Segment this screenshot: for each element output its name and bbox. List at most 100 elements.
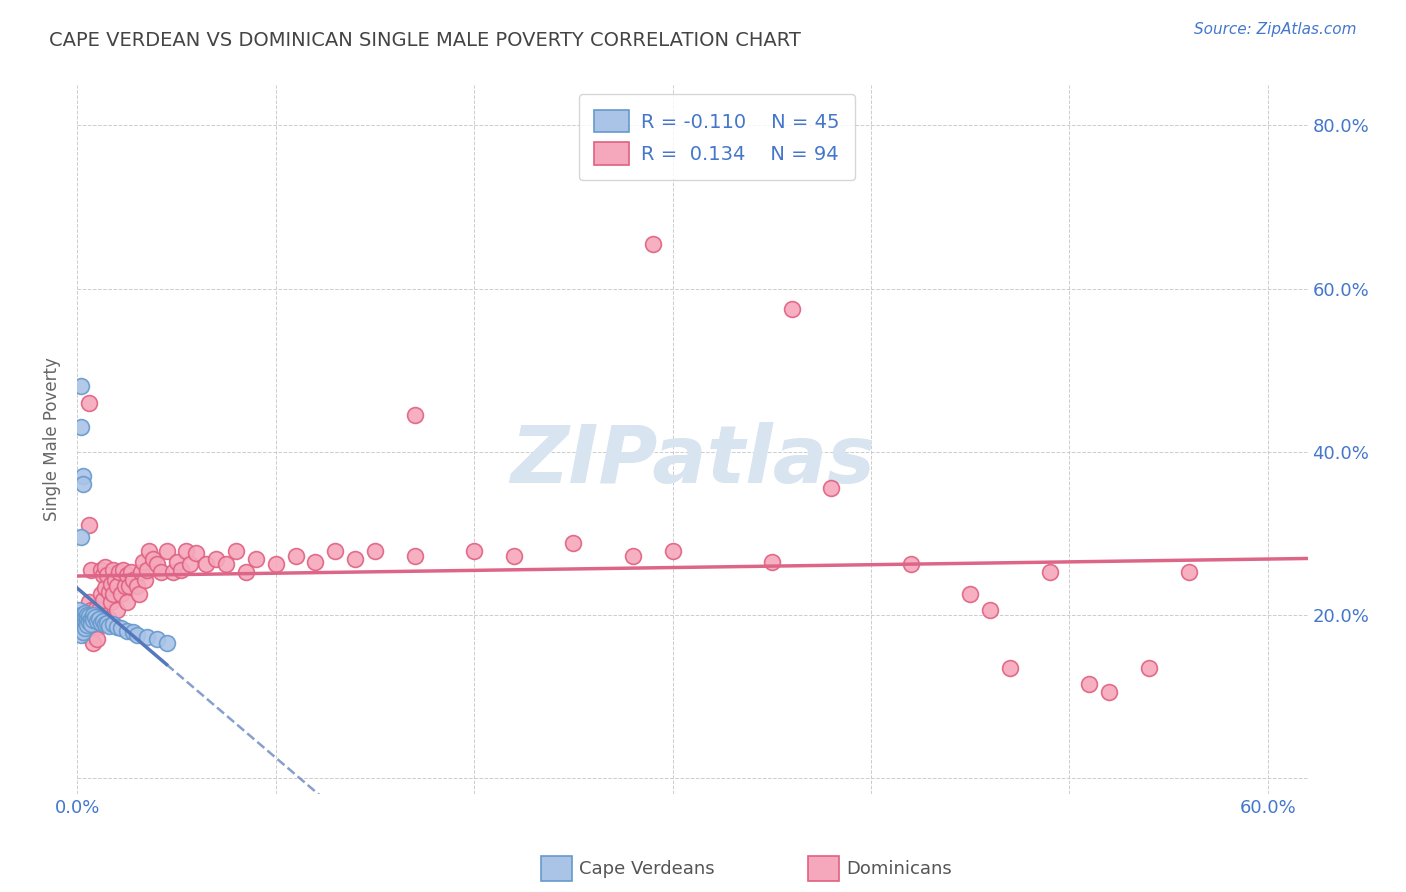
Point — [562, 536, 585, 550]
Point — [70, 622, 93, 636]
Point — [502, 549, 524, 563]
Point — [82, 612, 104, 626]
Text: Dominicans: Dominicans — [846, 860, 952, 878]
Point — [118, 579, 141, 593]
Point — [129, 565, 152, 579]
Point — [94, 560, 117, 574]
Point — [84, 603, 107, 617]
Point — [761, 555, 783, 569]
Point — [80, 617, 103, 632]
Point — [70, 530, 93, 544]
Point — [75, 606, 97, 620]
Point — [89, 603, 111, 617]
Point — [135, 563, 157, 577]
Point — [998, 660, 1021, 674]
Legend: R = -0.110    N = 45, R =  0.134    N = 94: R = -0.110 N = 45, R = 0.134 N = 94 — [579, 95, 855, 180]
Point — [120, 565, 142, 579]
Point — [75, 622, 97, 636]
Point — [86, 612, 108, 626]
Point — [70, 379, 93, 393]
Text: CAPE VERDEAN VS DOMINICAN SINGLE MALE POVERTY CORRELATION CHART: CAPE VERDEAN VS DOMINICAN SINGLE MALE PO… — [49, 31, 801, 50]
Point — [90, 615, 112, 630]
Point — [114, 579, 136, 593]
Point — [111, 563, 134, 577]
Point — [91, 568, 114, 582]
Point — [76, 607, 98, 622]
Point — [104, 574, 127, 588]
Point — [80, 563, 103, 577]
Point — [77, 595, 100, 609]
Point — [122, 625, 145, 640]
Point — [125, 628, 148, 642]
Point — [145, 632, 167, 646]
Point — [900, 557, 922, 571]
Point — [1098, 685, 1121, 699]
Text: Cape Verdeans: Cape Verdeans — [579, 860, 714, 878]
Point — [135, 631, 157, 645]
Point — [463, 544, 485, 558]
Point — [80, 612, 103, 626]
Point — [149, 565, 172, 579]
Text: ZIPatlas: ZIPatlas — [510, 422, 875, 500]
Point — [115, 568, 138, 582]
Point — [75, 611, 97, 625]
Point — [215, 557, 238, 571]
Point — [641, 236, 664, 251]
Point — [98, 584, 121, 599]
Point — [89, 612, 111, 626]
Point — [621, 549, 644, 563]
Point — [179, 557, 201, 571]
Point — [156, 544, 179, 558]
Point — [75, 615, 97, 630]
Point — [132, 555, 155, 569]
Point — [100, 576, 122, 591]
Point — [86, 632, 108, 646]
Point — [122, 574, 145, 588]
Point — [780, 301, 803, 316]
Point — [96, 615, 118, 630]
Point — [90, 587, 112, 601]
Point — [205, 552, 228, 566]
Point — [364, 544, 387, 558]
Point — [245, 552, 267, 566]
Point — [82, 607, 104, 622]
Point — [77, 517, 100, 532]
Point — [125, 579, 148, 593]
Point — [138, 544, 160, 558]
Point — [76, 607, 98, 622]
Point — [77, 615, 100, 629]
Point — [70, 617, 93, 632]
Point — [76, 613, 98, 627]
Point — [128, 587, 150, 601]
Point — [75, 620, 97, 634]
Point — [101, 587, 124, 601]
Point — [84, 610, 107, 624]
Point — [90, 563, 112, 577]
Point — [1137, 660, 1160, 674]
Point — [166, 555, 188, 569]
Point — [72, 612, 94, 626]
Point — [70, 420, 93, 434]
Point — [142, 552, 165, 566]
Point — [77, 395, 100, 409]
Point — [98, 612, 121, 626]
Point — [235, 565, 257, 579]
Point — [959, 587, 981, 601]
Point — [820, 481, 842, 495]
Point — [162, 565, 184, 579]
Point — [344, 552, 367, 566]
Point — [72, 625, 94, 640]
Point — [304, 555, 326, 569]
Point — [284, 549, 307, 563]
Point — [70, 612, 93, 626]
Point — [82, 636, 104, 650]
Point — [70, 607, 93, 622]
Point — [86, 620, 108, 634]
Point — [1039, 565, 1062, 579]
Point — [225, 544, 247, 558]
Point — [145, 557, 167, 571]
Point — [404, 549, 426, 563]
Point — [105, 603, 128, 617]
Point — [80, 603, 103, 617]
Point — [76, 628, 98, 642]
